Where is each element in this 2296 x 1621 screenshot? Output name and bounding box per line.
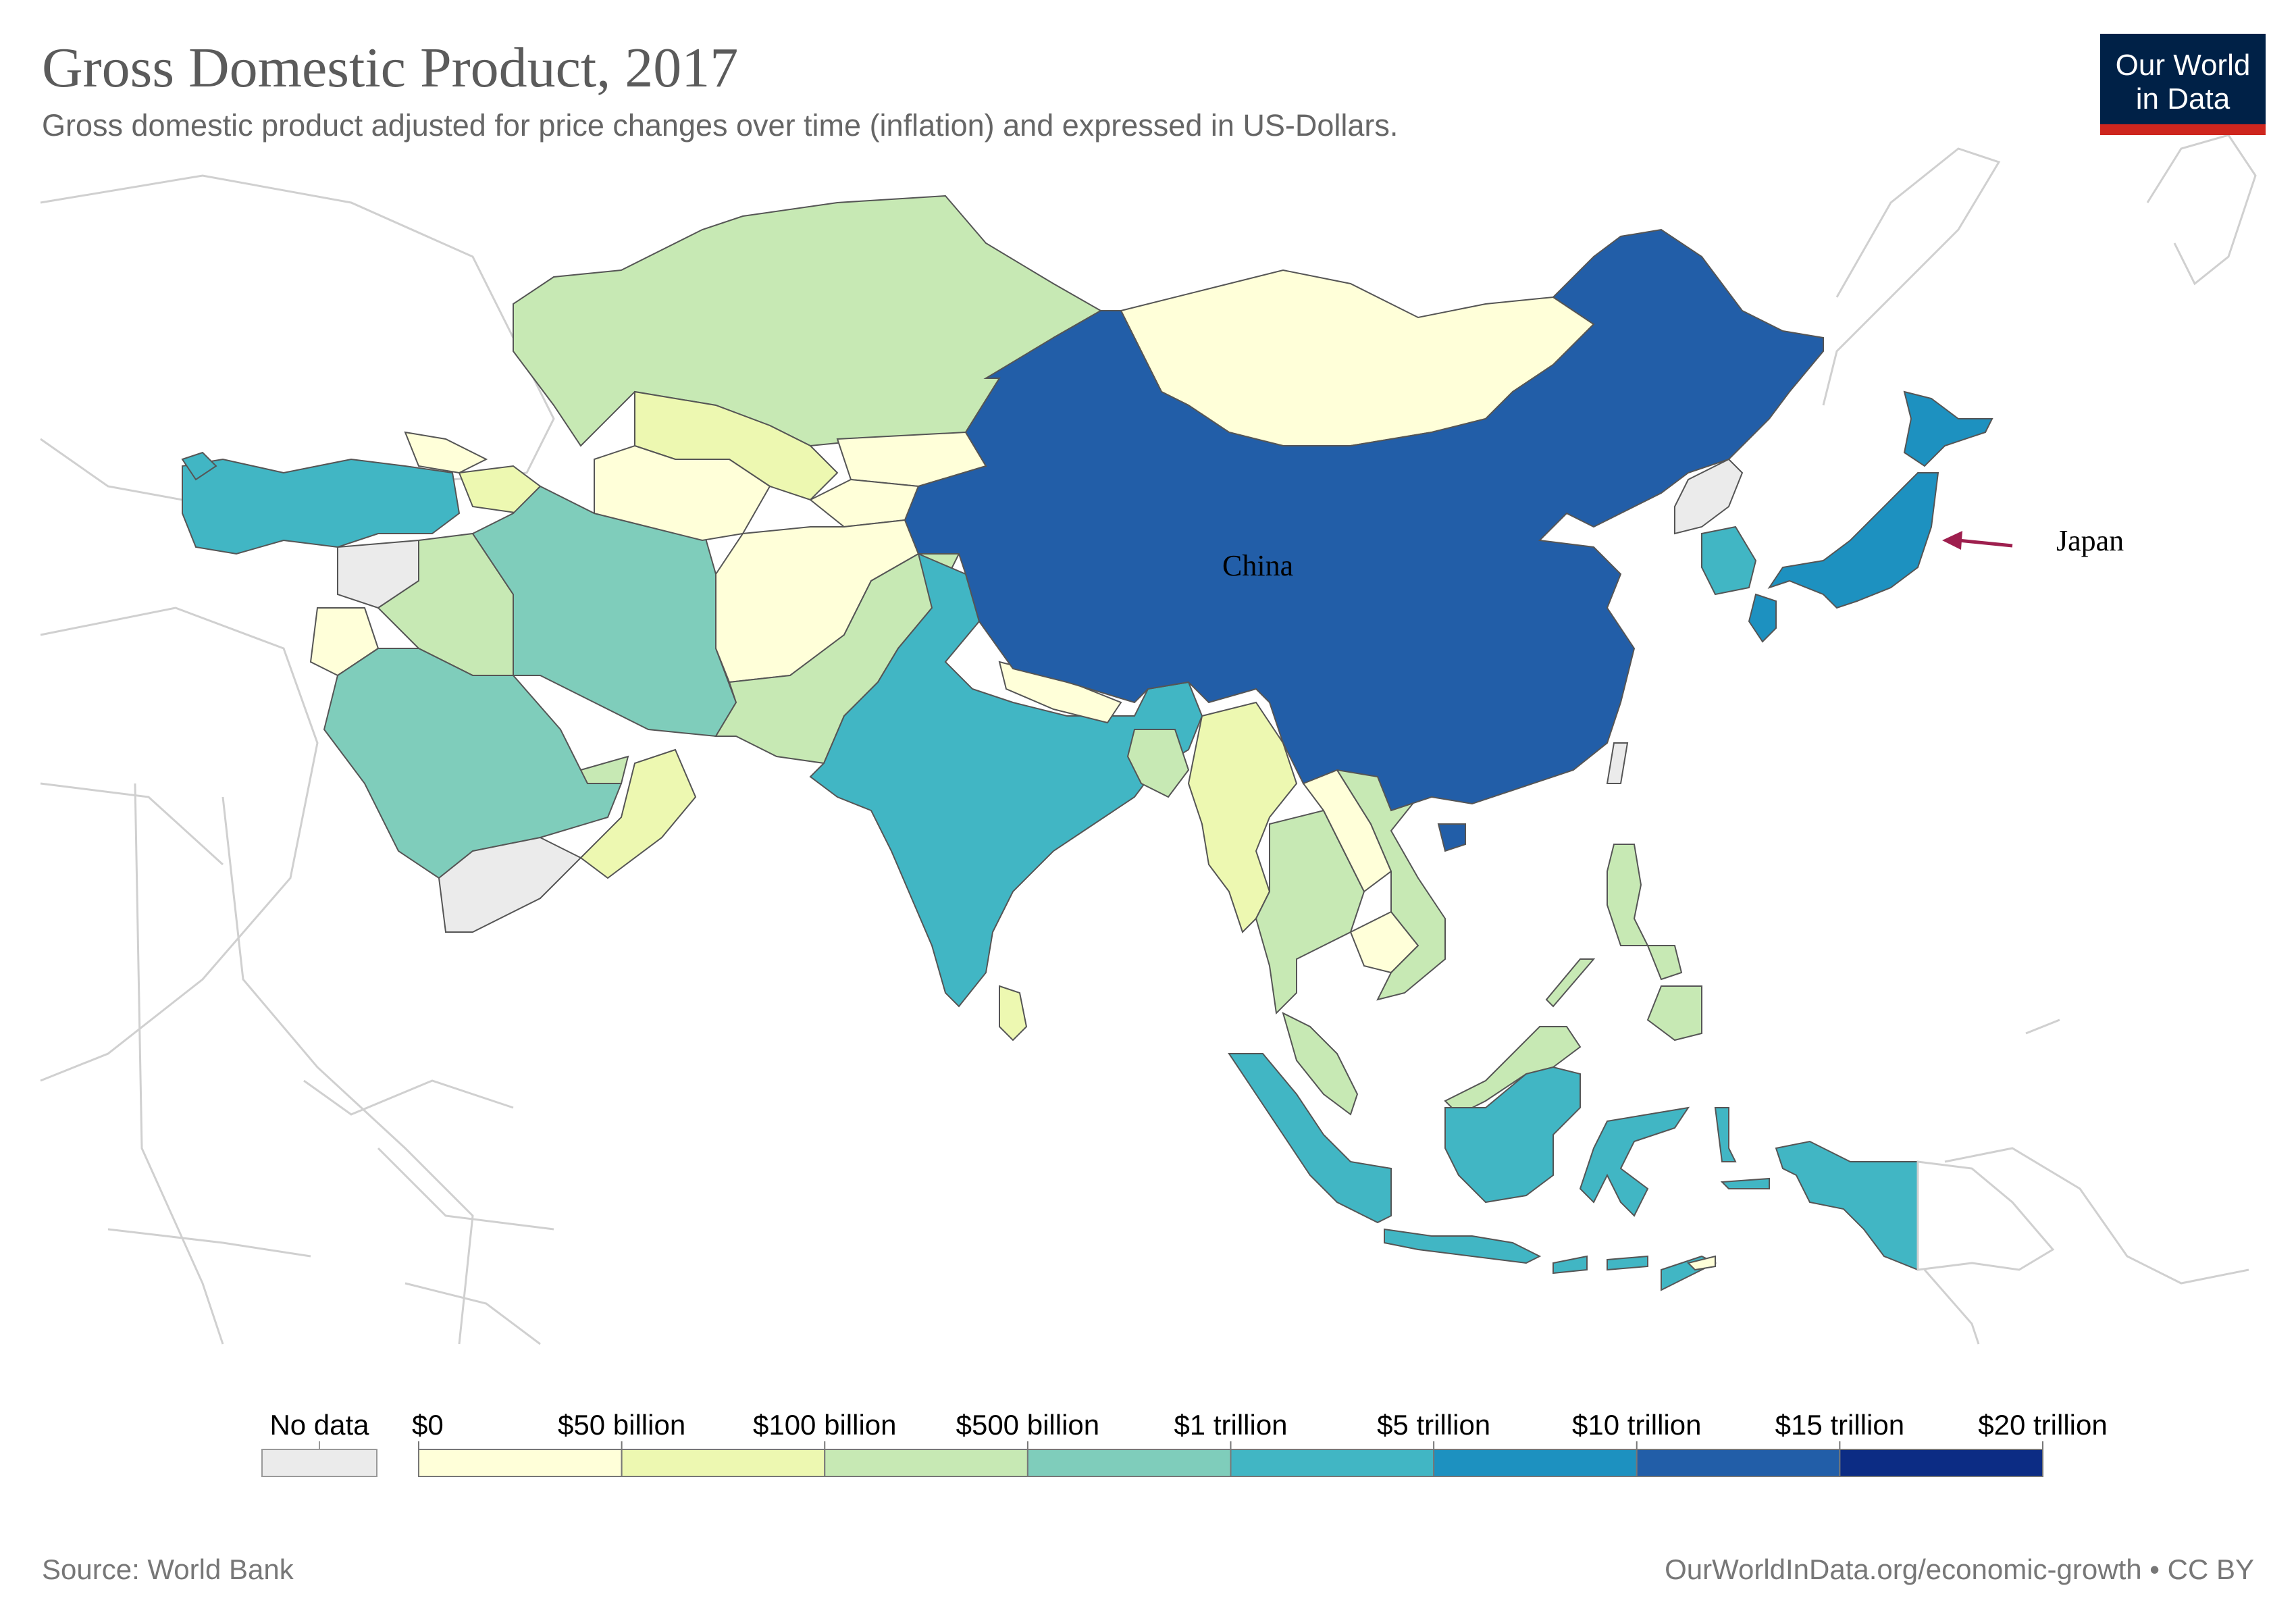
country-oman <box>579 748 697 879</box>
legend-bins <box>418 1449 2043 1477</box>
country-vietnam <box>1336 755 1446 1001</box>
country-bangladesh <box>1126 729 1190 798</box>
legend-no-data-swatch <box>261 1449 377 1477</box>
page-title: Gross Domestic Product, 2017 <box>42 36 739 99</box>
country-japan-kyushu <box>1748 593 1777 643</box>
country-indonesia-sumatra <box>1228 1053 1392 1224</box>
legend-ticks: $0 $50 billion $100 billion $500 billion $1 … <box>412 1409 2108 1449</box>
legend-bin <box>1433 1449 1638 1477</box>
country-south-korea <box>1701 525 1757 596</box>
country-north-korea <box>1674 458 1744 535</box>
label-japan: Japan <box>2056 524 2124 557</box>
footer-url[interactable]: OurWorldInData.org/economic-growth • CC … <box>1665 1553 2254 1585</box>
country-china-hainan <box>1437 823 1466 852</box>
legend-no-data-label: No data <box>269 1409 369 1441</box>
legend-tick-label: $100 billion <box>753 1409 897 1441</box>
legend-tick-label: $50 billion <box>558 1409 685 1441</box>
country-east-timor <box>1687 1255 1716 1271</box>
owid-logo[interactable]: Our World in Data <box>2100 34 2266 135</box>
country-indonesia-papua <box>1775 1140 1919 1271</box>
country-papua-new-guinea <box>1916 1160 2055 1271</box>
country-turkey-europe <box>181 451 217 481</box>
country-indonesia-moluccas <box>1714 1107 1737 1162</box>
legend-bin <box>621 1449 826 1477</box>
legend-bin <box>1839 1449 2043 1477</box>
country-uae <box>579 755 629 784</box>
background-outlines <box>40 134 2257 1345</box>
logo-text-line1: Our World <box>2115 49 2251 82</box>
legend: No data $0 $50 billion $100 billion $500 bi… <box>261 1409 2108 1477</box>
legend-bin <box>1026 1449 1232 1477</box>
country-georgia <box>404 431 488 474</box>
legend-tick-label: $0 <box>412 1409 444 1441</box>
legend-bin <box>418 1449 623 1477</box>
legend-tick-label: $10 trillion <box>1572 1409 1701 1441</box>
legend-tick-label: $500 billion <box>956 1409 1100 1441</box>
country-philippines-luzon <box>1607 844 1649 946</box>
legend-bin <box>1636 1449 1841 1477</box>
country-yemen <box>438 836 582 933</box>
legend-tick-label: $20 trillion <box>1978 1409 2107 1441</box>
country-sri-lanka <box>999 985 1028 1041</box>
country-indonesia-sundas <box>1553 1255 1588 1275</box>
country-philippines-mindanao <box>1646 985 1702 1041</box>
country-japan-hokkaido <box>1903 390 1993 467</box>
country-taiwan <box>1606 742 1629 784</box>
annotation-arrow-line <box>1958 538 2013 548</box>
country-india <box>809 552 1203 1008</box>
country-indonesia-java <box>1384 1228 1542 1264</box>
country-japan-honshu <box>1767 472 1939 609</box>
country-indonesia-seram <box>1720 1177 1770 1189</box>
country-malaysia <box>1282 1012 1359 1116</box>
page-subtitle: Gross domestic product adjusted for pric… <box>42 108 1399 143</box>
logo-text-line2: in Data <box>2135 82 2230 115</box>
country-indonesia-sulawesi <box>1579 1106 1690 1217</box>
country-philippines-visayas <box>1646 945 1683 981</box>
country-saudi-arabia <box>323 648 623 879</box>
country-turkmenistan <box>594 444 771 542</box>
legend-bin <box>1230 1449 1435 1477</box>
country-philippines-palawan <box>1545 958 1596 1008</box>
country-indonesia-flores <box>1607 1255 1648 1271</box>
legend-tick-label: $15 trillion <box>1775 1409 1904 1441</box>
country-china <box>904 228 1824 812</box>
country-turkey <box>182 458 461 555</box>
country-indonesia-borneo <box>1444 1066 1581 1204</box>
legend-tick-label: $1 trillion <box>1174 1409 1287 1441</box>
legend-bin <box>824 1449 1028 1477</box>
label-china: China <box>1222 549 1293 582</box>
source-note: Source: World Bank <box>42 1553 294 1585</box>
annotation-arrowhead <box>1942 531 1962 550</box>
legend-tick-label: $5 trillion <box>1377 1409 1490 1441</box>
logo-accent-bar <box>2100 124 2266 135</box>
